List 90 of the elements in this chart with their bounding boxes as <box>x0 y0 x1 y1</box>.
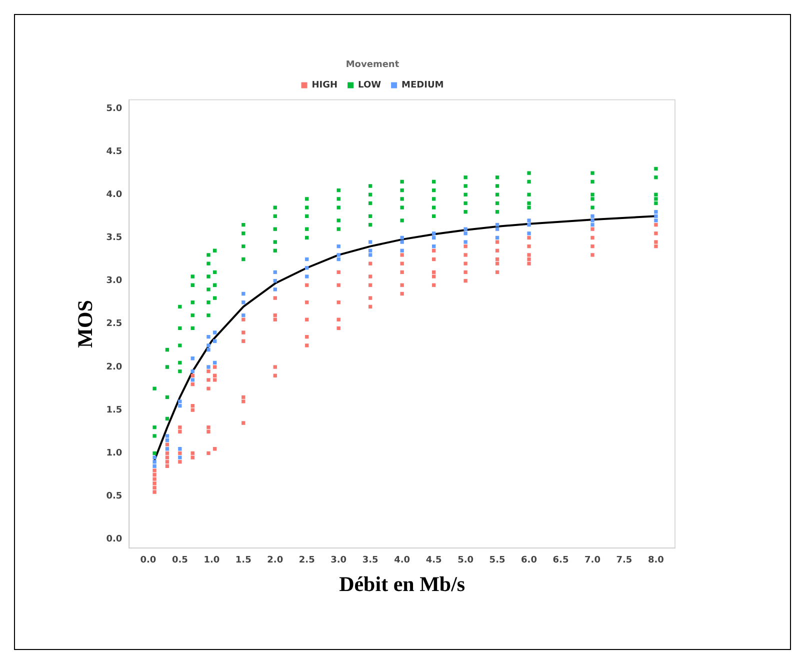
x-tick-label: 0.0 <box>140 556 156 566</box>
x-tick-label: 2.0 <box>267 556 284 566</box>
point <box>590 214 594 218</box>
y-tick-label: 3.5 <box>106 233 122 244</box>
point <box>654 218 658 222</box>
point <box>400 248 404 252</box>
x-tick-label: 7.5 <box>616 556 632 566</box>
x-tick-label: 3.5 <box>362 556 378 566</box>
point <box>336 257 340 262</box>
point <box>654 210 658 214</box>
point <box>654 214 658 218</box>
y-tick-label: 1.5 <box>106 405 122 416</box>
legend-label: HIGH <box>312 80 338 91</box>
point <box>432 244 436 248</box>
point <box>206 344 210 348</box>
y-tick-label: 0.5 <box>106 492 122 502</box>
point <box>242 313 246 318</box>
point <box>495 227 500 231</box>
point <box>242 300 246 304</box>
point <box>190 356 194 360</box>
point <box>178 400 182 404</box>
point <box>400 240 404 244</box>
point <box>368 253 372 257</box>
point <box>165 438 170 442</box>
point <box>212 330 217 334</box>
point <box>464 232 468 236</box>
point <box>464 227 468 231</box>
x-tick-label: 4.5 <box>426 556 442 566</box>
point <box>273 288 277 292</box>
point <box>432 236 436 240</box>
point <box>212 339 217 343</box>
point <box>242 292 246 296</box>
y-tick-label: 3.0 <box>106 276 122 286</box>
point <box>432 232 436 236</box>
point <box>590 218 594 222</box>
x-tick-label: 7.0 <box>584 556 600 566</box>
point <box>368 248 372 252</box>
point <box>178 404 182 408</box>
point <box>527 218 531 222</box>
point <box>178 456 182 460</box>
y-tick-label: 2.5 <box>106 319 122 330</box>
point <box>152 464 156 468</box>
point <box>400 236 404 240</box>
x-tick-label: 1.5 <box>235 556 252 566</box>
x-tick-label: 8.0 <box>648 556 664 566</box>
x-tick-label: 3.0 <box>330 556 347 566</box>
x-tick-label: 5.0 <box>458 556 474 566</box>
point <box>190 378 194 382</box>
y-tick-label: 5.0 <box>106 104 122 114</box>
point <box>178 447 182 451</box>
point <box>336 244 340 248</box>
legend-label: MEDIUM <box>402 80 444 91</box>
x-tick-label: 1.0 <box>204 556 220 566</box>
point <box>165 434 170 438</box>
point <box>206 365 210 369</box>
point <box>527 232 531 236</box>
point <box>464 240 468 244</box>
y-tick-label: 2.0 <box>106 362 122 372</box>
x-tick-label: 5.5 <box>489 556 506 566</box>
point <box>495 236 500 240</box>
point <box>368 240 372 244</box>
point <box>190 369 194 374</box>
y-tick-label: 0.0 <box>106 534 122 545</box>
point <box>273 278 277 283</box>
x-tick-label: 6.0 <box>521 556 537 566</box>
point <box>273 270 277 274</box>
point <box>165 447 170 451</box>
point <box>495 222 500 227</box>
x-tick-label: 4.0 <box>394 556 410 566</box>
point <box>336 253 340 257</box>
point <box>305 257 309 262</box>
y-tick-label: 4.5 <box>106 146 122 157</box>
point <box>590 222 594 227</box>
point <box>212 360 217 365</box>
point <box>206 334 210 339</box>
x-axis-title: Débit en Mb/s <box>339 572 466 596</box>
y-tick-label: 1.0 <box>106 448 122 459</box>
point <box>206 348 210 352</box>
x-tick-label: 6.5 <box>552 556 569 566</box>
x-tick-label: 2.5 <box>298 556 315 566</box>
y-axis-title: MOS <box>73 300 98 348</box>
point <box>305 266 309 270</box>
point <box>152 460 156 464</box>
point <box>152 456 156 460</box>
x-tick-label: 0.5 <box>172 556 188 566</box>
legend-label: LOW <box>358 80 382 91</box>
point <box>527 222 531 227</box>
legend-title: Movement <box>346 60 400 70</box>
point <box>305 274 309 278</box>
y-tick-label: 4.0 <box>106 190 122 200</box>
